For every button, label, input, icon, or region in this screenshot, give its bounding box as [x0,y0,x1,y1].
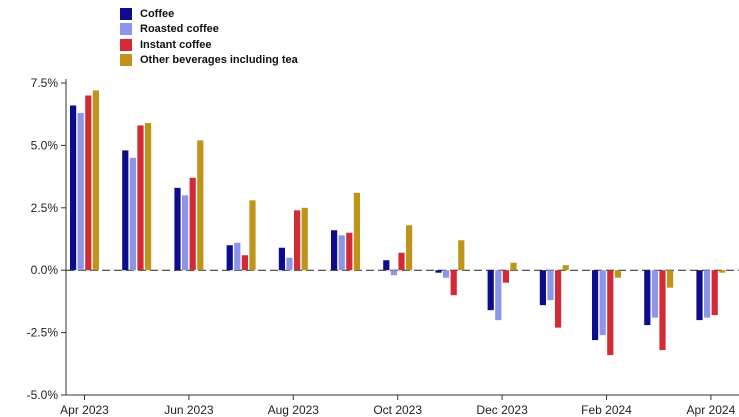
bar [294,210,301,271]
x-tick-label: Dec 2023 [476,403,528,417]
bar [502,270,509,283]
bar [346,232,353,271]
x-tick-label: Oct 2023 [373,403,422,417]
x-tick-label: Apr 2023 [60,403,109,417]
bar [555,270,562,328]
bar [539,270,546,306]
bar [435,270,442,273]
y-tick-label: 2.5% [31,201,59,215]
bar [667,270,674,288]
legend-swatch-other-beverages [120,54,132,67]
legend-item-other-beverages: Other beverages including tea [120,53,298,69]
bar [92,90,99,271]
legend-swatch-coffee [120,7,132,20]
legend-swatch-roasted-coffee [120,23,132,36]
bar [182,195,189,271]
bar [450,270,457,296]
bar [137,125,144,271]
bar [510,262,517,271]
bar [338,235,345,271]
bar [353,192,360,271]
legend-swatch-instant-coffee [120,38,132,51]
bar [197,140,204,271]
bar [226,245,233,271]
y-tick-label: 0.0% [31,263,59,277]
bar [129,157,136,271]
bar [301,207,308,271]
bar [644,270,651,326]
bar [249,200,256,271]
bar [174,187,181,271]
bar [145,122,152,271]
x-tick-label: Apr 2024 [687,403,736,417]
y-tick-label: -5.0% [27,388,59,402]
bar [398,252,405,271]
bar [70,105,77,271]
bar [592,270,599,341]
y-tick-label: 7.5% [31,76,59,90]
bar [495,270,502,321]
bar [122,150,129,271]
bar [390,270,397,276]
bar [241,255,248,271]
y-tick-label: -2.5% [27,326,59,340]
bar [77,112,84,271]
x-tick-label: Aug 2023 [268,403,320,417]
legend-label-coffee: Coffee [140,7,175,20]
y-tick-label: 5.0% [31,138,59,152]
bar [406,225,413,271]
bar [562,265,569,271]
bar [607,270,614,356]
bar [278,247,285,271]
bar [704,270,711,318]
bar [711,270,718,316]
bar [234,242,241,271]
bar [614,270,621,278]
bar [487,270,494,311]
legend-label-roasted-coffee: Roasted coffee [140,23,219,36]
chart-legend: Coffee Roasted coffee Instant coffee Oth… [120,6,298,68]
bar [443,270,450,278]
legend-item-roasted-coffee: Roasted coffee [120,22,298,38]
bar [719,270,726,273]
bar [286,257,293,271]
bar [85,95,92,271]
bar [458,240,465,271]
x-tick-label: Jun 2023 [164,403,214,417]
legend-label-instant-coffee: Instant coffee [140,38,212,51]
bar [696,270,703,321]
x-tick-label: Feb 2024 [581,403,632,417]
bar [189,177,196,271]
legend-item-instant-coffee: Instant coffee [120,37,298,53]
bar [659,270,666,351]
bar [383,260,390,271]
bar [331,230,338,271]
bar [599,270,606,336]
legend-item-coffee: Coffee [120,6,298,22]
bar [651,270,658,318]
legend-label-other-beverages: Other beverages including tea [140,54,298,67]
bar [547,270,554,301]
